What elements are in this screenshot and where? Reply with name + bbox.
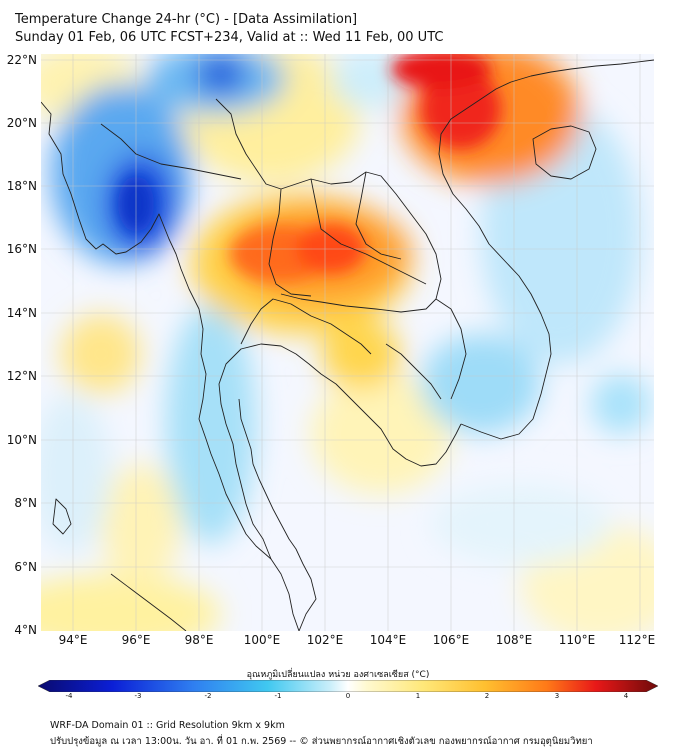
colorbar <box>38 680 658 692</box>
lat-label-20n: 20°N <box>6 116 37 130</box>
lat-label-12n: 12°N <box>6 369 37 383</box>
lat-label-16n: 16°N <box>6 242 37 256</box>
map-title: Temperature Change 24-hr (°C) - [Data As… <box>15 12 358 27</box>
lon-label-100e: 100°E <box>243 633 281 647</box>
colorbar-tick: -2 <box>204 692 212 700</box>
lat-label-8n: 8°N <box>14 496 37 510</box>
map-canvas <box>41 54 654 631</box>
colorbar-title: อุณหภูมิเปลี่ยนแปลง หน่วย องศาเซลเซียส (… <box>246 670 430 680</box>
credit-line: ปรับปรุงข้อมูล ณ เวลา 13:00น. วัน อา. ที… <box>50 736 593 747</box>
lon-label-96e: 96°E <box>121 633 151 647</box>
colorbar-tick: 3 <box>554 692 560 700</box>
colorbar-tick: -4 <box>65 692 73 700</box>
temperature-change-map <box>41 54 654 631</box>
lat-label-10n: 10°N <box>6 433 37 447</box>
colorbar-tick: -1 <box>274 692 282 700</box>
lon-label-94e: 94°E <box>58 633 88 647</box>
temperature-blobs <box>41 54 654 631</box>
model-info: WRF-DA Domain 01 :: Grid Resolution 9km … <box>50 720 285 731</box>
lon-label-104e: 104°E <box>369 633 407 647</box>
colorbar-tick: 2 <box>484 692 490 700</box>
colorbar-tick: 4 <box>623 692 629 700</box>
lon-label-112e: 112°E <box>618 633 656 647</box>
coastlines-and-borders <box>41 59 654 631</box>
lat-label-4n: 4°N <box>14 623 37 637</box>
lat-label-6n: 6°N <box>14 560 37 574</box>
colorbar-tick: 1 <box>415 692 421 700</box>
lon-label-98e: 98°E <box>184 633 214 647</box>
colorbar-tick: -3 <box>134 692 142 700</box>
colorbar-tick: 0 <box>345 692 351 700</box>
lon-label-110e: 110°E <box>558 633 596 647</box>
lon-label-108e: 108°E <box>495 633 533 647</box>
temperature-cores <box>118 54 501 282</box>
map-subtitle: Sunday 01 Feb, 06 UTC FCST+234, Valid at… <box>15 30 444 45</box>
lat-label-14n: 14°N <box>6 306 37 320</box>
temperature-field <box>41 54 654 631</box>
lon-label-106e: 106°E <box>432 633 470 647</box>
lat-label-22n: 22°N <box>6 53 37 67</box>
lat-label-18n: 18°N <box>6 179 37 193</box>
lon-label-102e: 102°E <box>306 633 344 647</box>
graticule <box>41 54 654 631</box>
